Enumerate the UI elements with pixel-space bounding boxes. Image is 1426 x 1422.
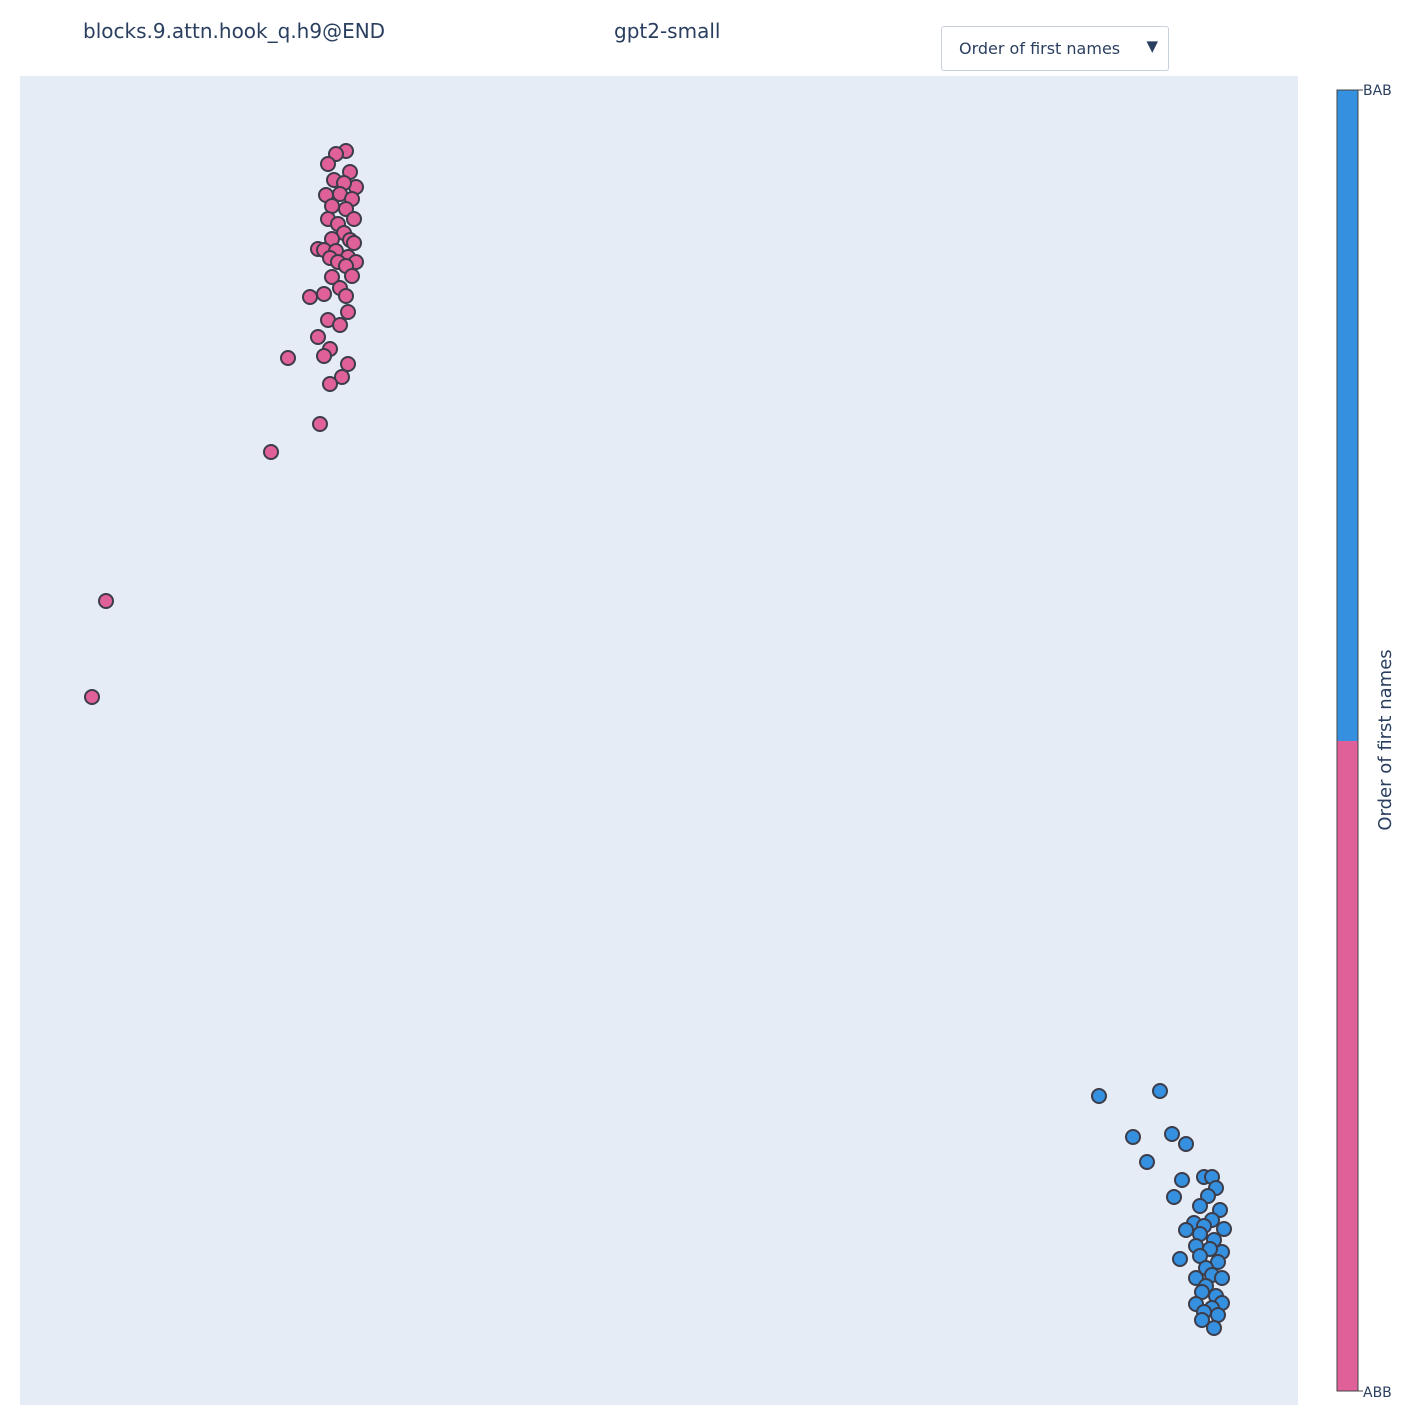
point-bab-1[interactable] xyxy=(1091,1088,1107,1104)
point-abb-44[interactable] xyxy=(263,444,279,460)
layer-title: blocks.9.attn.hook_q.h9@END xyxy=(83,19,386,43)
point-abb-35[interactable] xyxy=(332,317,348,333)
plot-area[interactable] xyxy=(20,76,1298,1405)
colorbar-top-label: BAB xyxy=(1363,83,1392,99)
point-abb-32[interactable] xyxy=(338,288,354,304)
point-abb-42[interactable] xyxy=(322,376,338,392)
point-abb-33[interactable] xyxy=(340,304,356,320)
point-bab-5[interactable] xyxy=(1139,1154,1155,1170)
point-abb-39[interactable] xyxy=(280,350,296,366)
point-abb-30[interactable] xyxy=(316,286,332,302)
colorbar-bottom-label: ABB xyxy=(1363,1385,1392,1401)
point-bab-10[interactable] xyxy=(1166,1189,1182,1205)
point-bab-24[interactable] xyxy=(1172,1251,1188,1267)
point-bab-18[interactable] xyxy=(1178,1222,1194,1238)
point-abb-13[interactable] xyxy=(346,211,362,227)
point-bab-4[interactable] xyxy=(1178,1136,1194,1152)
point-bab-40[interactable] xyxy=(1206,1320,1222,1336)
point-bab-38[interactable] xyxy=(1210,1307,1226,1323)
point-bab-6[interactable] xyxy=(1174,1172,1190,1188)
point-abb-36[interactable] xyxy=(310,329,326,345)
point-abb-27[interactable] xyxy=(324,269,340,285)
point-abb-41[interactable] xyxy=(334,369,350,385)
point-bab-3[interactable] xyxy=(1164,1126,1180,1142)
point-abb-38[interactable] xyxy=(316,348,332,364)
point-bab-17[interactable] xyxy=(1216,1221,1232,1237)
point-bab-2[interactable] xyxy=(1125,1129,1141,1145)
colorbar: BAB ABB Order of first names xyxy=(1336,83,1396,1401)
colorbar-outline xyxy=(1336,89,1359,1392)
colorbar-segment-abb xyxy=(1337,741,1358,1391)
colorbar-segment-bab xyxy=(1337,90,1358,741)
point-abb-46[interactable] xyxy=(84,689,100,705)
point-abb-28[interactable] xyxy=(344,268,360,284)
point-bab-0[interactable] xyxy=(1152,1083,1168,1099)
point-abb-43[interactable] xyxy=(312,416,328,432)
model-title: gpt2-small xyxy=(614,19,721,43)
dropdown-selected-label: Order of first names xyxy=(959,39,1121,58)
point-abb-40[interactable] xyxy=(340,356,356,372)
point-abb-10[interactable] xyxy=(324,198,340,214)
markers-layer xyxy=(84,143,1232,1336)
colorbar-title: Order of first names xyxy=(1375,649,1396,830)
point-abb-2[interactable] xyxy=(320,156,336,172)
point-bab-39[interactable] xyxy=(1194,1312,1210,1328)
point-bab-12[interactable] xyxy=(1192,1198,1208,1214)
point-abb-31[interactable] xyxy=(302,289,318,305)
point-abb-18[interactable] xyxy=(346,235,362,251)
triangle-down-icon: ▼ xyxy=(1146,37,1158,55)
color-by-dropdown[interactable]: Order of first names ▼ xyxy=(941,26,1169,71)
point-abb-45[interactable] xyxy=(98,593,114,609)
point-bab-30[interactable] xyxy=(1214,1270,1230,1286)
